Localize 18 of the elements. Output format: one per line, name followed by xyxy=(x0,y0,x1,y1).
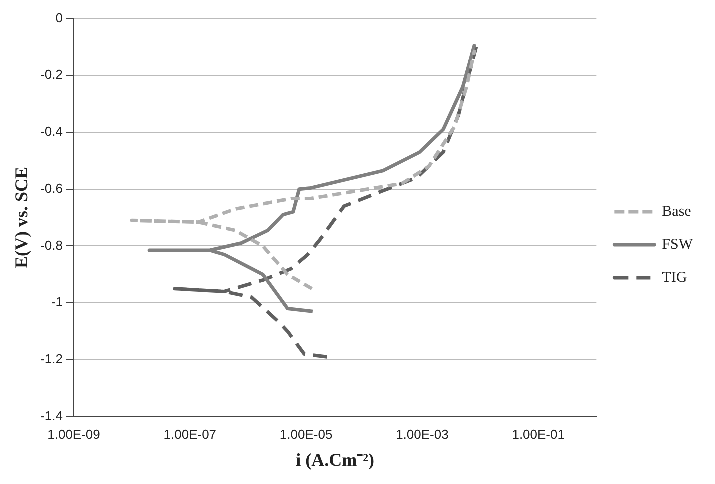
y-axis-title: E(V) vs. SCE xyxy=(11,167,32,269)
x-axis-title: i (A.Cm⁻²) xyxy=(296,450,375,470)
x-tick-label: 1.00E-05 xyxy=(280,427,333,442)
y-tick-label: -1 xyxy=(51,294,63,310)
y-tick-label: -1.4 xyxy=(40,408,63,424)
x-tick-label: 1.00E-01 xyxy=(512,427,565,442)
x-tick-label: 1.00E-09 xyxy=(48,427,100,442)
y-tick-label: -0.8 xyxy=(40,238,63,253)
y-tick-label: 0 xyxy=(56,10,63,26)
legend-label: TIG xyxy=(662,270,688,286)
legend-label: Base xyxy=(662,204,692,220)
x-tick-label: 1.00E-07 xyxy=(164,427,217,442)
y-tick-label: -1.2 xyxy=(40,352,63,367)
x-tick-label: 1.00E-03 xyxy=(396,427,449,442)
y-tick-label: -0.6 xyxy=(40,180,63,196)
legend-label: FSW xyxy=(662,236,694,253)
y-tick-label: -0.2 xyxy=(40,67,63,82)
y-tick-label: -0.4 xyxy=(40,124,63,140)
